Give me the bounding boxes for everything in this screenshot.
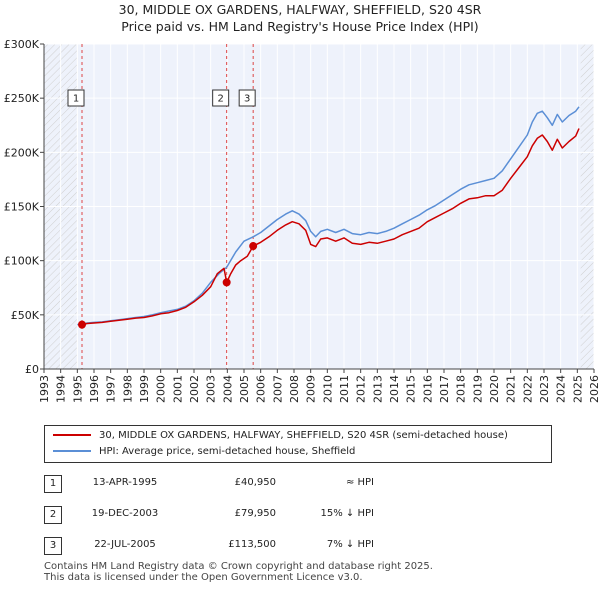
transaction-date: 13-APR-1995 <box>92 477 158 488</box>
transaction-date: 19-DEC-2003 <box>91 508 159 519</box>
x-tick-label: 2025 <box>571 375 584 403</box>
sale-point <box>222 278 231 287</box>
x-tick-label: 1996 <box>88 375 101 403</box>
x-tick-label: 1998 <box>121 375 134 403</box>
legend-label-price-paid: 30, MIDDLE OX GARDENS, HALFWAY, SHEFFIEL… <box>99 430 508 441</box>
x-tick-label: 2022 <box>521 375 534 403</box>
x-tick-label: 2000 <box>155 375 168 403</box>
x-tick-label: 2021 <box>505 375 518 403</box>
x-tick-label: 2018 <box>455 375 468 403</box>
price-chart: 1 2 3 £0 £50K £100K £150K £200K £250K £300K 1993 19… <box>4 38 600 403</box>
sale-label-text: 1 <box>73 94 79 105</box>
x-tick-label: 2020 <box>488 375 501 403</box>
x-tick-label: 2007 <box>271 375 284 403</box>
x-tick-label: 1999 <box>138 375 151 403</box>
transaction-badge: 2 <box>44 506 62 524</box>
transaction-row: 1 13-APR-1995 £40,950 ≈ HPI <box>44 475 384 495</box>
x-tick-label: 2012 <box>355 375 368 403</box>
x-tick-label: 2014 <box>388 375 401 403</box>
y-tick-label: £0 <box>25 363 39 376</box>
x-tick-label: 1995 <box>71 375 84 403</box>
x-tick-label: 2005 <box>238 375 251 403</box>
y-tick-label: £150K <box>4 201 40 214</box>
chart-legend: 30, MIDDLE OX GARDENS, HALFWAY, SHEFFIEL… <box>44 425 552 463</box>
transaction-row: 3 22-JUL-2005 £113,500 7% ↓ HPI <box>44 537 384 557</box>
sale-label-text: 3 <box>244 94 250 105</box>
y-tick-label: £250K <box>4 92 40 105</box>
x-tick-label: 2019 <box>471 375 484 403</box>
x-tick-label: 2006 <box>255 375 268 403</box>
x-tick-label: 2004 <box>221 375 234 403</box>
sale-label-box <box>238 89 256 107</box>
x-tick-label: 2001 <box>171 375 184 403</box>
x-tick-label: 2011 <box>338 375 351 403</box>
chart-subtitle: Price paid vs. HM Land Registry's House … <box>121 19 479 34</box>
legend-item-price-paid: 30, MIDDLE OX GARDENS, HALFWAY, SHEFFIEL… <box>53 428 508 444</box>
series-line-price-paid <box>81 128 580 326</box>
x-tick-label: 2009 <box>305 375 318 403</box>
transaction-row: 2 19-DEC-2003 £79,950 15% ↓ HPI <box>44 506 384 526</box>
x-tick-label: 2013 <box>371 375 384 403</box>
transaction-badge: 1 <box>44 475 62 493</box>
legend-label-hpi: HPI: Average price, semi-detached house,… <box>99 446 356 457</box>
x-tick-label: 2017 <box>438 375 451 403</box>
y-tick-label: £50K <box>11 309 40 322</box>
x-tick-label: 2016 <box>421 375 434 403</box>
x-tick-label: 2024 <box>555 375 568 403</box>
transaction-hpi-relation: 15% ↓ HPI <box>320 508 374 519</box>
footer-copyright: Contains HM Land Registry data © Crown c… <box>44 561 433 572</box>
transaction-hpi-relation: ≈ HPI <box>345 477 374 488</box>
x-tick-label: 1994 <box>55 375 68 403</box>
x-tick-label: 2026 <box>588 375 600 403</box>
transaction-date: 22-JUL-2005 <box>94 539 156 550</box>
transaction-price: £113,500 <box>228 539 276 550</box>
x-tick-label: 1993 <box>38 375 51 403</box>
y-tick-label: £100K <box>4 255 40 268</box>
transaction-price: £40,950 <box>234 477 276 488</box>
chart-title: 30, MIDDLE OX GARDENS, HALFWAY, SHEFFIEL… <box>118 2 482 17</box>
x-tick-label: 2015 <box>405 375 418 403</box>
x-tick-label: 2003 <box>205 375 218 403</box>
legend-swatch-red <box>53 434 91 436</box>
y-tick-label: £300K <box>4 38 40 51</box>
sale-label-box <box>212 89 230 107</box>
x-tick-label: 2010 <box>321 375 334 403</box>
x-tick-label: 1997 <box>105 375 118 403</box>
sale-point <box>249 242 258 251</box>
y-tick-label: £200K <box>4 146 40 159</box>
legend-item-hpi: HPI: Average price, semi-detached house,… <box>53 444 355 460</box>
transaction-price: £79,950 <box>234 508 276 519</box>
x-tick-label: 2008 <box>288 375 301 403</box>
sale-label-text: 2 <box>217 94 223 105</box>
sale-label-box <box>67 89 85 107</box>
transaction-badge: 3 <box>44 537 62 555</box>
transaction-hpi-relation: 7% ↓ HPI <box>326 539 374 550</box>
sale-point <box>78 320 86 329</box>
series-line-hpi <box>77 106 580 326</box>
legend-swatch-blue <box>53 450 91 452</box>
x-tick-label: 2002 <box>188 375 201 403</box>
x-tick-label: 2023 <box>538 375 551 403</box>
footer-license: This data is licensed under the Open Gov… <box>44 572 363 583</box>
